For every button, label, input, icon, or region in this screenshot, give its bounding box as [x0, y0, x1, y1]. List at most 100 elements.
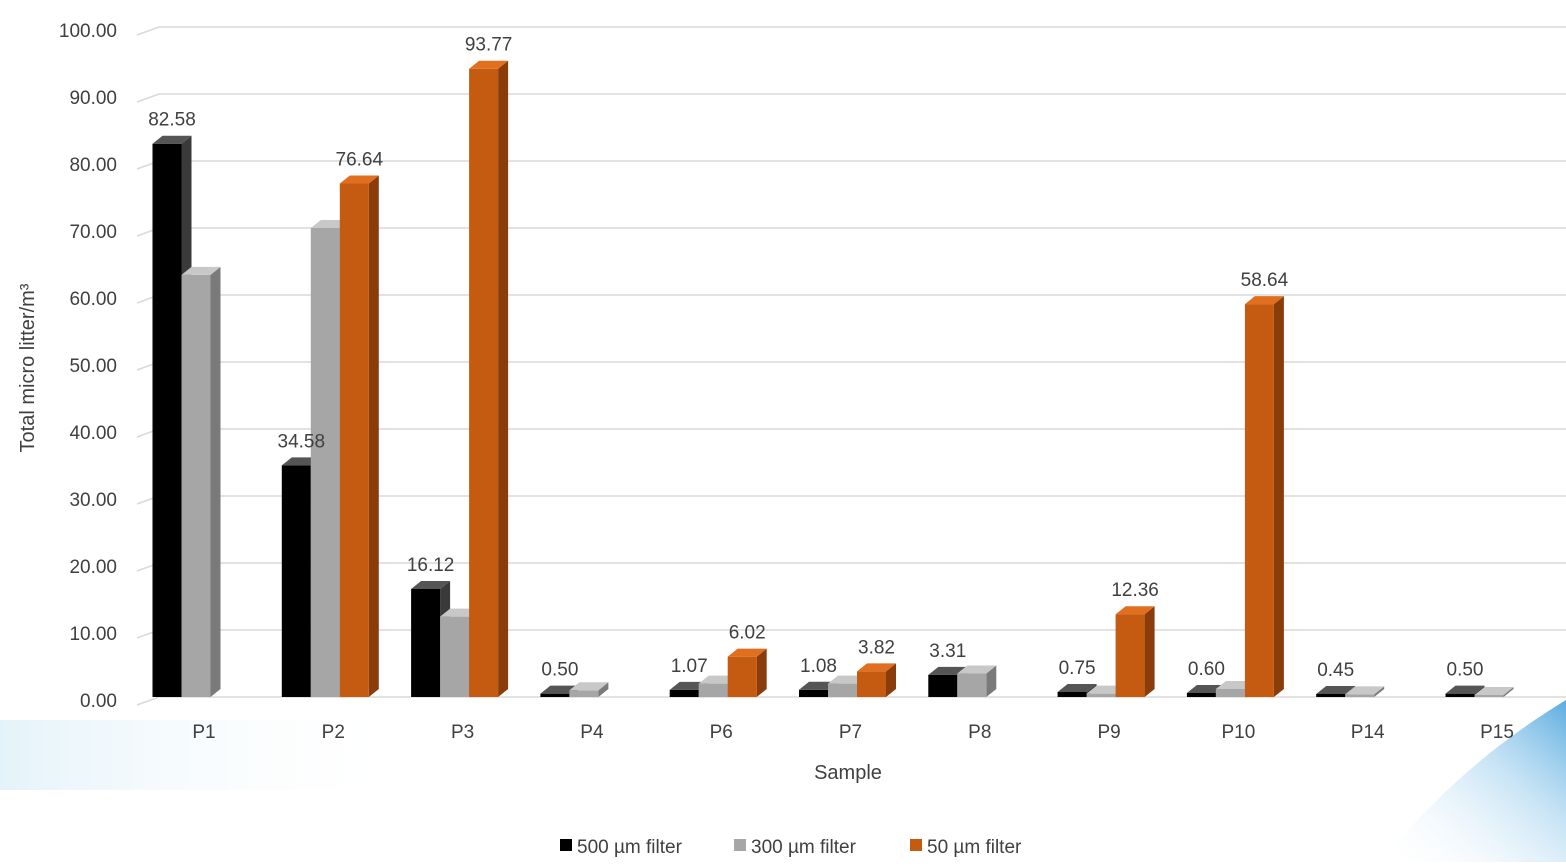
bar-front: [181, 274, 211, 697]
bar-side: [598, 682, 609, 697]
data-label: 12.36: [1111, 580, 1159, 601]
bar-front: [339, 183, 369, 698]
x-tick-label: P14: [1351, 722, 1385, 743]
x-axis-ticks: P1 P2 P3 P4 P6 P7 P8 P9 P10 P14 P15: [192, 722, 1514, 743]
legend-swatch: [734, 839, 746, 851]
grid-lines: [136, 26, 1566, 706]
x-tick-label: P2: [322, 722, 345, 743]
data-label: 0.60: [1188, 659, 1225, 680]
y-tick-label: 30.00: [69, 490, 117, 511]
legend-item-series-2: 300 µm filter: [734, 837, 857, 858]
data-label: 82.58: [148, 110, 196, 131]
bar-side: [1144, 606, 1155, 697]
x-tick-label: P4: [580, 722, 604, 743]
bar-top: [1445, 685, 1485, 694]
bar-top: [1345, 686, 1385, 695]
data-label: 3.31: [929, 641, 966, 662]
bar-top: [469, 60, 509, 69]
legend-item-series-3: 50 µm filter: [910, 837, 1022, 858]
data-label: 34.58: [278, 431, 326, 452]
bar-p14-series-2: [1345, 686, 1385, 697]
bar-side: [368, 175, 379, 698]
bar-front: [1086, 693, 1116, 697]
y-tick-label: 80.00: [69, 155, 117, 176]
bar-front: [1244, 304, 1274, 697]
bar-front: [1474, 694, 1504, 697]
data-label: 3.82: [858, 637, 895, 658]
data-label: 58.64: [1241, 270, 1289, 291]
bar-top: [1115, 606, 1155, 615]
bar-front: [440, 616, 470, 697]
y-tick-label: 50.00: [69, 356, 117, 377]
data-labels: 82.58 34.58 76.64 16.12 93.77 0.50 1.07 6.02 1.0…: [148, 35, 1483, 681]
bar-front: [281, 465, 311, 697]
bar-top: [411, 580, 451, 589]
bar-p2-series-3: [339, 175, 379, 698]
x-tick-label: P7: [839, 722, 862, 743]
bar-p4-series-2: [569, 682, 609, 697]
x-tick-label: P10: [1221, 722, 1255, 743]
y-tick-label: 10.00: [69, 624, 117, 645]
bar-front: [1316, 693, 1346, 697]
bar-p10-series-3: [1244, 296, 1284, 697]
bar-side: [756, 648, 767, 697]
bar-front: [1057, 691, 1087, 697]
bar-front: [540, 693, 570, 697]
bar-side: [498, 60, 509, 697]
bar-p9-series-3: [1115, 606, 1155, 697]
grid-line-diagonal: [136, 696, 160, 706]
bar-side: [1374, 686, 1385, 697]
bar-side: [1503, 686, 1514, 697]
y-axis-title: Total micro litter/m³: [17, 283, 39, 452]
bar-front: [411, 588, 441, 697]
bar-top: [569, 682, 609, 691]
bar-side: [1273, 296, 1284, 697]
legend-item-series-1: 500 µm filter: [560, 837, 683, 858]
bar-front: [928, 674, 958, 697]
bar-front: [1115, 614, 1145, 697]
legend-label: 300 µm filter: [751, 837, 857, 858]
data-label: 16.12: [407, 555, 455, 576]
bar-p8-series-2: [957, 665, 997, 697]
y-tick-label: 60.00: [69, 289, 117, 310]
bar-side: [210, 266, 221, 697]
bar-front: [152, 143, 182, 698]
legend: 500 µm filter 300 µm filter 50 µm filter: [560, 837, 1022, 858]
legend-label: 50 µm filter: [927, 837, 1022, 858]
bar-top: [857, 663, 896, 672]
x-tick-label: P15: [1480, 722, 1514, 743]
data-label: 76.64: [336, 150, 384, 171]
bar-front: [1186, 692, 1216, 697]
y-tick-label: 0.00: [80, 691, 117, 712]
x-tick-label: P6: [710, 722, 733, 743]
bar-p1-series-2: [181, 266, 221, 697]
bar-front: [310, 228, 340, 697]
bar-front: [828, 683, 857, 697]
background-decoration: [0, 700, 1566, 862]
bar-front: [669, 689, 699, 697]
y-tick-label: 70.00: [69, 222, 117, 243]
y-tick-label: 20.00: [69, 557, 117, 578]
bar-p7-series-3: [857, 663, 896, 697]
x-tick-label: P9: [1097, 722, 1120, 743]
bar-front: [799, 689, 828, 697]
bar-side: [986, 665, 997, 697]
y-tick-label: 100.00: [59, 21, 117, 42]
bar-front: [857, 671, 886, 697]
x-tick-label: P1: [192, 722, 215, 743]
grid-line-diagonal: [136, 93, 160, 103]
bar-p3-series-3: [469, 60, 509, 698]
bar-top: [152, 135, 192, 144]
data-label: 1.08: [800, 656, 837, 677]
data-label: 0.50: [1447, 660, 1484, 681]
bar-side: [886, 663, 896, 697]
y-tick-label: 90.00: [69, 88, 117, 109]
bar-top: [1316, 685, 1356, 694]
bar-p15-series-2: [1474, 686, 1514, 697]
legend-label: 500 µm filter: [577, 837, 683, 858]
x-axis-title: Sample: [814, 762, 882, 784]
bar-front: [569, 690, 599, 697]
bar-top: [1244, 296, 1284, 305]
bar-top: [727, 648, 767, 657]
